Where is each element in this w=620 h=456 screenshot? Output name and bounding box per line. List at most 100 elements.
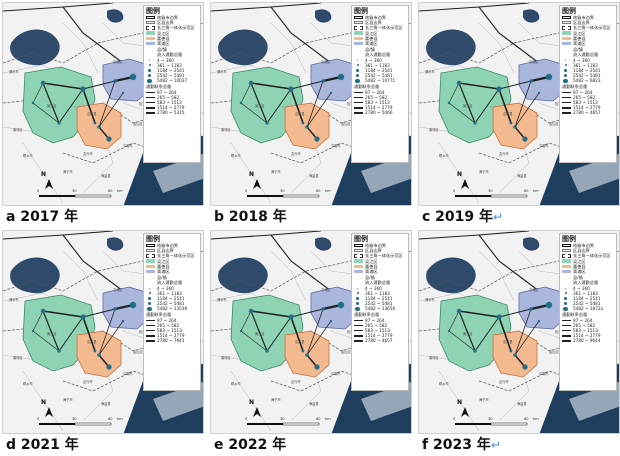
place-label: 海盐县	[309, 174, 319, 178]
flow-dot-icon	[564, 292, 567, 295]
link-line-icon	[146, 339, 155, 343]
legend-flow-class: 1184 ~ 2541	[354, 296, 406, 301]
city-boundary-swatch	[146, 15, 155, 20]
legend-row-city: 地级市边界	[146, 15, 198, 20]
legend-label: 1184 ~ 2541	[365, 295, 393, 301]
place-label: 青浦区	[113, 288, 123, 292]
legend-link-class: 2780 ~ 9644	[562, 338, 614, 343]
place-label: 金山区	[133, 350, 143, 354]
flow-dot-icon	[355, 301, 360, 306]
caption-text: c 2019 年	[422, 209, 494, 225]
map-legend: 图例 地级市边界 区县边界 长三角一体化示范区 吴江区	[351, 233, 409, 391]
flow-dot-icon	[564, 64, 567, 67]
legend-link-class: 583 ~ 1513	[354, 328, 406, 333]
legend-label: 流入通勤总量	[573, 52, 599, 58]
legend-label: 流入通勤总量	[365, 280, 391, 286]
legend-label: 地级市边界	[157, 15, 178, 20]
link-line-icon	[354, 334, 363, 337]
legend-row-wujiang: 吴江区	[354, 259, 406, 264]
place-label: 嘉兴市	[83, 380, 93, 384]
link-line-icon	[354, 111, 363, 115]
city-boundary-swatch	[354, 15, 363, 20]
legend-nodes-heading: 县/镇	[146, 275, 198, 280]
place-label: 平湖市	[539, 372, 549, 376]
scale-label-60: 60	[316, 189, 321, 193]
legend-label: 长三角一体化示范区	[365, 25, 403, 31]
scale-unit: km	[533, 417, 539, 421]
place-label: 海宁市	[63, 170, 73, 174]
legend-label: 长三角一体化示范区	[573, 25, 611, 31]
flow-dot-icon	[355, 73, 360, 78]
legend-row-county: 区县边界	[146, 248, 198, 253]
north-label: N	[41, 171, 47, 178]
city-boundary-swatch	[562, 243, 571, 248]
legend-title: 图例	[354, 235, 368, 243]
legend-row-city: 地级市边界	[146, 243, 198, 248]
link-line-icon	[146, 97, 155, 98]
legend-link-class: 265 ~ 582	[354, 323, 406, 328]
legend-label: 97 ~ 264	[365, 89, 385, 95]
flow-dot-icon	[564, 297, 567, 300]
lake-small	[315, 9, 332, 23]
county-boundary-swatch	[562, 249, 571, 253]
lake-taihu	[426, 257, 476, 294]
legend-label: 地级市边界	[157, 243, 178, 248]
flow-dot-icon	[563, 73, 568, 78]
wujiang-swatch	[562, 31, 571, 35]
legend-label: 青浦区	[365, 268, 378, 274]
legend-row-qingpu: 青浦区	[146, 269, 198, 274]
legend-link-class: 265 ~ 582	[562, 323, 614, 328]
legend-row-demo: 长三角一体化示范区	[562, 253, 614, 258]
panel-caption: f 2023 年↵	[422, 436, 501, 454]
demo-zone-swatch	[354, 254, 363, 258]
place-label: 嘉兴市	[83, 152, 93, 156]
link-line-icon	[562, 334, 571, 337]
place-label: 金山区	[133, 122, 143, 126]
link-line-icon	[562, 106, 571, 109]
scale-bar	[247, 194, 320, 198]
scale-label-30: 30	[72, 417, 77, 421]
legend-link-class: 97 ~ 264	[354, 90, 406, 95]
legend-label: 青浦区	[573, 268, 586, 274]
flow-dot-icon	[356, 287, 359, 289]
legend-label: 流入通勤总量	[573, 280, 599, 286]
legend-link-class: 97 ~ 264	[562, 318, 614, 323]
lake-small	[315, 237, 332, 251]
wujiang-swatch	[354, 31, 363, 35]
legend-label: 县/镇	[365, 275, 375, 281]
qingpu-swatch	[562, 269, 571, 274]
legend-label: 2780 ~ 9644	[573, 338, 601, 344]
legend-label: 嘉善县	[365, 35, 378, 41]
legend-link-heading: 通勤联系总量	[146, 312, 198, 317]
place-label: 南浔区	[429, 356, 439, 360]
legend-label: 区县边界	[365, 248, 382, 254]
map-frame: 湖州市 吴江区 青浦区 嘉兴市 嘉善县 平湖市 海宁市 海盐县 桐乡市 南浔区 …	[418, 2, 620, 206]
commute-links	[448, 75, 550, 140]
flow-dot-icon	[355, 78, 360, 84]
legend-flow-class: 4 ~ 360	[146, 58, 198, 63]
flow-dot-icon	[148, 297, 151, 300]
legend-label: 嘉善县	[365, 263, 378, 269]
place-label: 海盐县	[101, 174, 111, 178]
place-label: 嘉善县	[87, 340, 97, 344]
legend-flow-class: 1184 ~ 2541	[146, 68, 198, 73]
jiashan-swatch	[146, 36, 155, 41]
scale-label-0: 0	[37, 189, 40, 193]
legend-label: 1514 ~ 2779	[573, 333, 601, 339]
legend-label: 长三角一体化示范区	[157, 25, 195, 31]
legend-flow-class: 4 ~ 360	[354, 286, 406, 291]
legend-label: 97 ~ 264	[573, 317, 593, 323]
legend-label: 通勤联系总量	[354, 312, 380, 318]
legend-flow-class: 1184 ~ 2541	[146, 296, 198, 301]
legend-link-class: 583 ~ 1513	[146, 100, 198, 105]
link-line-icon	[562, 330, 571, 332]
legend-label: 嘉善县	[573, 263, 586, 269]
demo-zone-swatch	[562, 254, 571, 258]
legend-nodes-heading: 县/镇	[146, 47, 198, 52]
jiashan-swatch	[354, 36, 363, 41]
map-svg	[211, 231, 411, 433]
legend-link-class: 265 ~ 582	[146, 323, 198, 328]
legend-row-jiashan: 嘉善县	[562, 264, 614, 269]
place-label: 平湖市	[331, 372, 341, 376]
legend-flow-class: 2542 ~ 5481	[562, 301, 614, 306]
